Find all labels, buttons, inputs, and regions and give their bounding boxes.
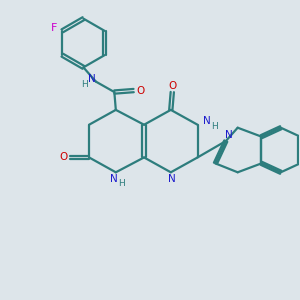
Text: O: O	[59, 152, 67, 162]
Text: N: N	[225, 130, 232, 140]
Text: H: H	[118, 179, 124, 188]
Text: F: F	[51, 23, 57, 33]
Text: O: O	[169, 80, 177, 91]
Text: N: N	[168, 174, 176, 184]
Text: H: H	[212, 122, 218, 131]
Text: N: N	[110, 174, 117, 184]
Text: O: O	[136, 85, 144, 96]
Text: N: N	[88, 74, 96, 84]
Text: N: N	[202, 116, 210, 126]
Text: H: H	[81, 80, 88, 88]
